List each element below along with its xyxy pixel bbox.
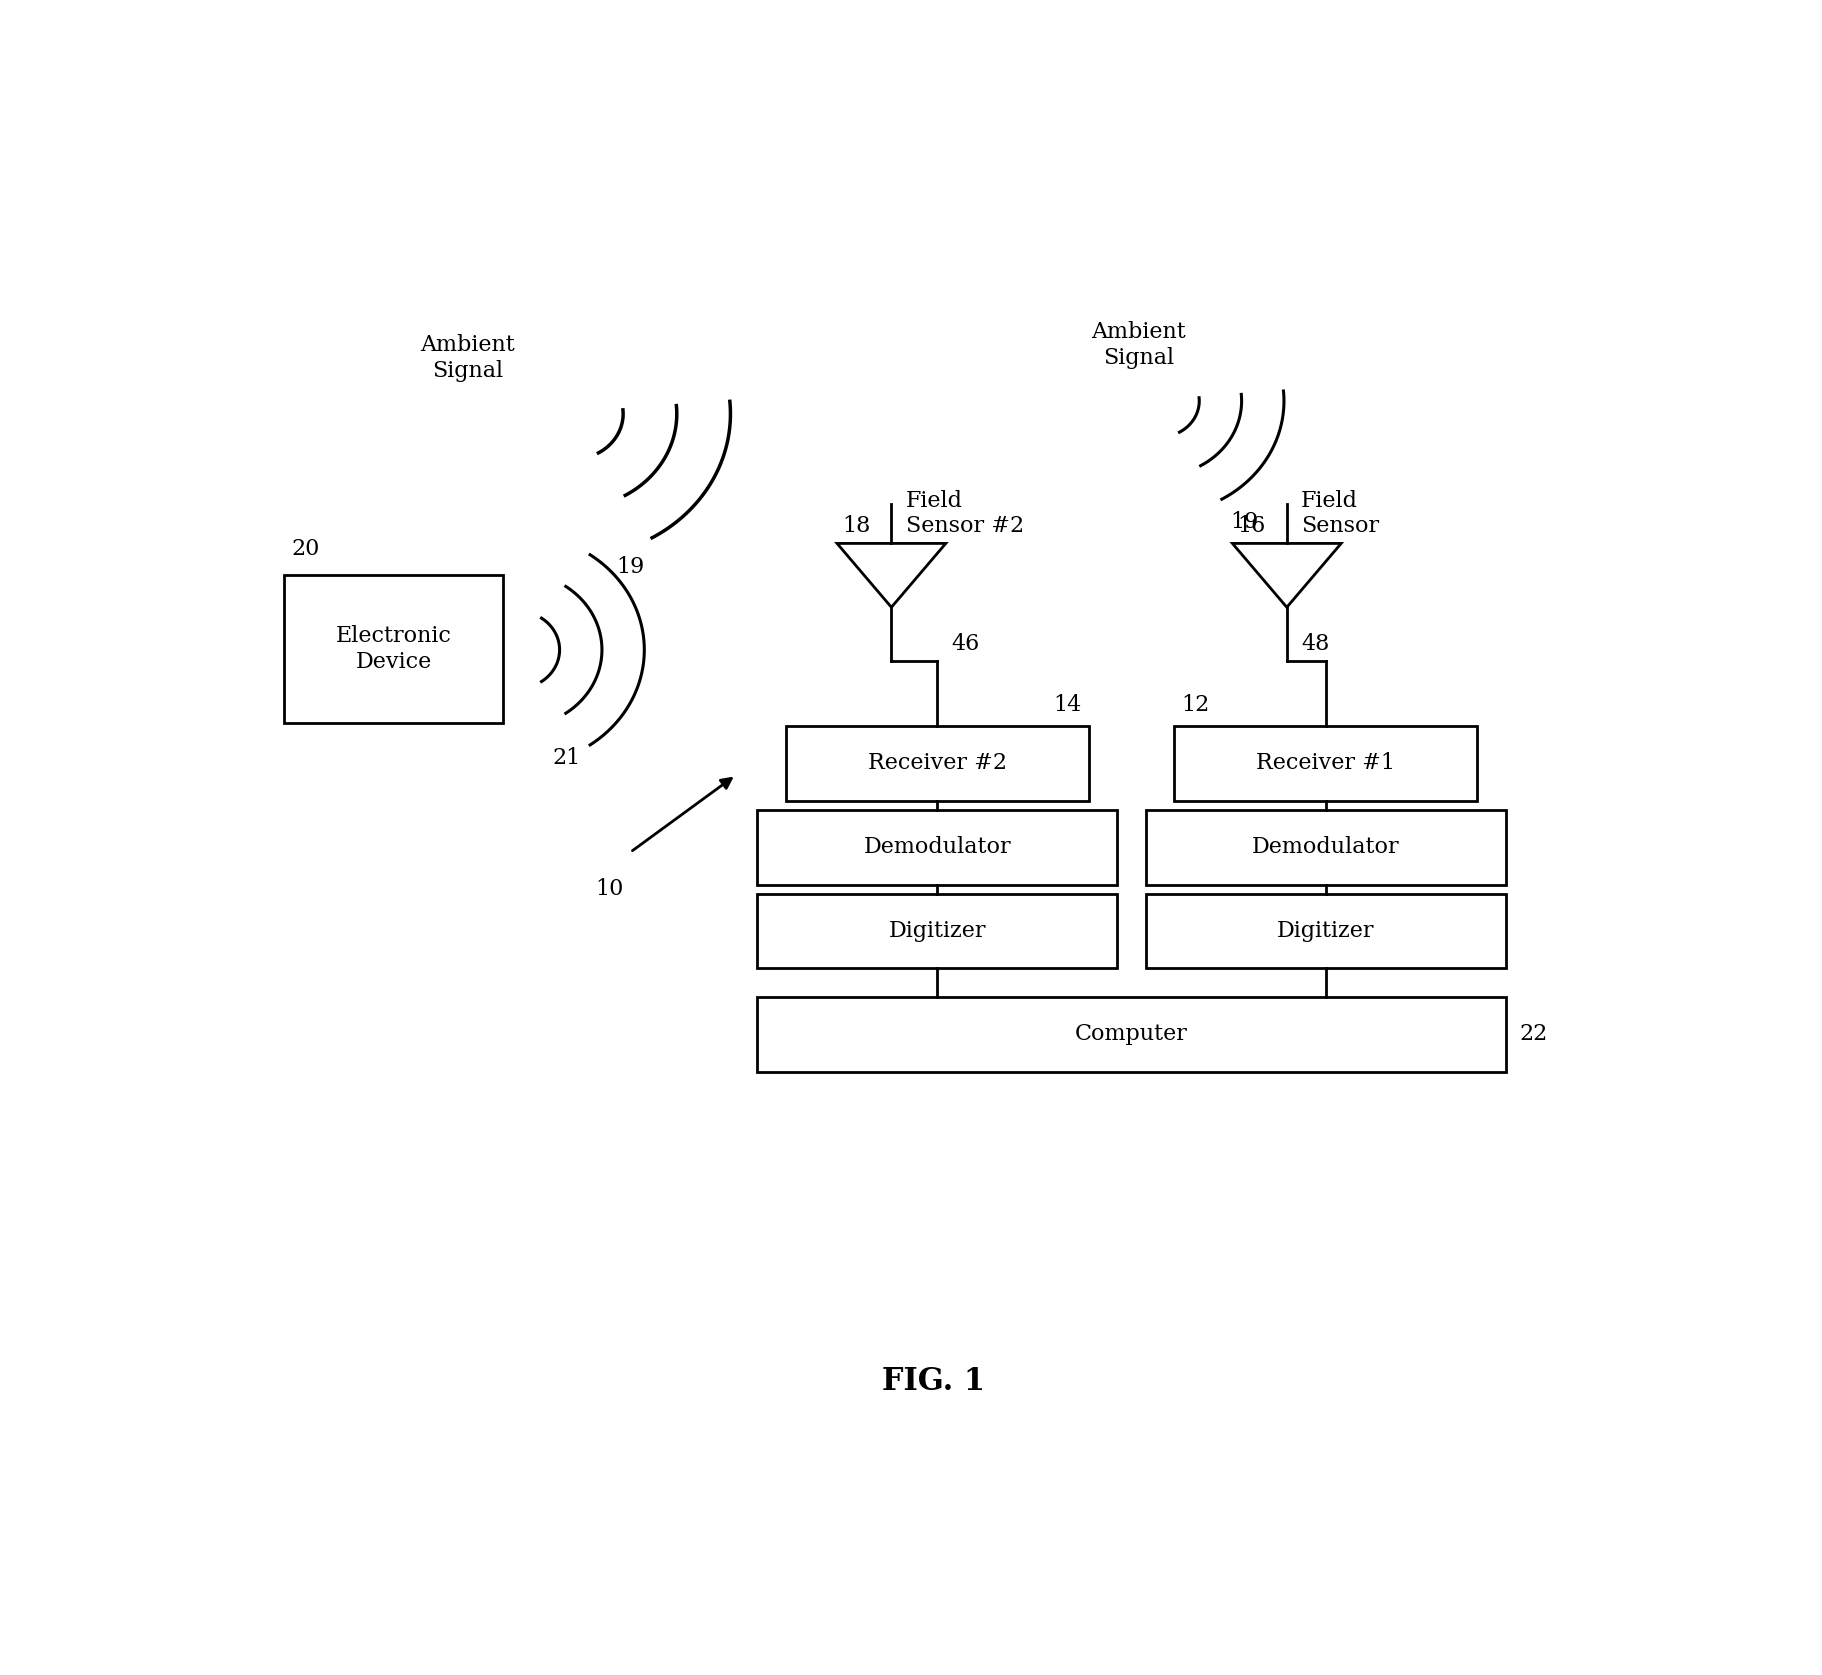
Text: Receiver #2: Receiver #2 [867, 752, 1008, 774]
Bar [1173, 725, 1478, 801]
Bar [785, 725, 1090, 801]
Text: 19: 19 [616, 556, 645, 578]
Bar [1146, 809, 1505, 884]
Bar [758, 997, 1505, 1072]
Text: 16: 16 [1237, 514, 1266, 538]
Text: Ambient
Signal: Ambient Signal [421, 335, 516, 382]
Text: 10: 10 [594, 878, 623, 899]
Text: 12: 12 [1181, 693, 1210, 715]
Text: FIG. 1: FIG. 1 [882, 1365, 986, 1397]
Text: 20: 20 [292, 538, 319, 559]
Text: 19: 19 [1230, 511, 1259, 533]
Polygon shape [1232, 543, 1341, 608]
Text: Electronic
Device: Electronic Device [335, 625, 452, 673]
Text: 14: 14 [1053, 693, 1082, 715]
Text: Ambient
Signal: Ambient Signal [1091, 322, 1186, 368]
Text: Digitizer: Digitizer [889, 920, 986, 941]
Text: 21: 21 [552, 747, 581, 769]
Text: Receiver #1: Receiver #1 [1255, 752, 1396, 774]
Text: 22: 22 [1520, 1023, 1549, 1045]
Text: 48: 48 [1301, 633, 1330, 655]
Polygon shape [836, 543, 946, 608]
Bar [284, 575, 503, 724]
Text: Demodulator: Demodulator [864, 836, 1011, 858]
Text: 18: 18 [842, 514, 871, 538]
Text: Computer: Computer [1075, 1023, 1188, 1045]
Text: Digitizer: Digitizer [1277, 920, 1374, 941]
Text: Field
Sensor: Field Sensor [1301, 489, 1379, 538]
Text: Field
Sensor #2: Field Sensor #2 [906, 489, 1024, 538]
Bar [1146, 893, 1505, 968]
Text: Demodulator: Demodulator [1252, 836, 1399, 858]
Text: 46: 46 [951, 633, 980, 655]
Bar [758, 893, 1117, 968]
Bar [758, 809, 1117, 884]
